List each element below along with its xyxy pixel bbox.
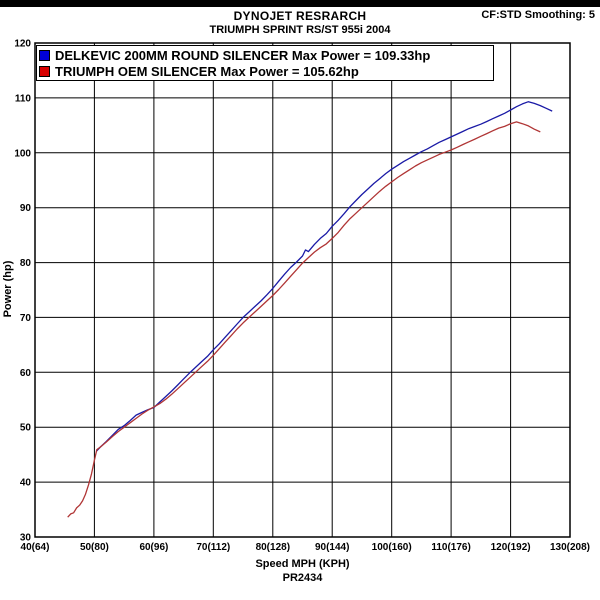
legend-item-delkevic: DELKEVIC 200MM ROUND SILENCER Max Power … (39, 47, 491, 63)
y-axis-title: Power (hp) (2, 260, 14, 318)
x-axis-title: Speed MPH (KPH) (255, 558, 350, 570)
x-tick-label: 110(176) (431, 542, 470, 553)
y-tick-label: 80 (20, 258, 32, 269)
x-tick-label: 40(64) (21, 542, 50, 553)
x-tick-label: 100(160) (372, 542, 412, 553)
chart-legend: DELKEVIC 200MM ROUND SILENCER Max Power … (36, 45, 494, 81)
x-tick-label: 130(208) (550, 542, 590, 553)
y-tick-label: 30 (20, 533, 32, 544)
y-tick-label: 120 (14, 39, 31, 50)
y-tick-label: 70 (20, 313, 32, 324)
report-brand: DYNOJET RESRARCH (233, 9, 367, 23)
report-subtitle: TRIUMPH SPRINT RS/ST 955i 2004 (209, 24, 391, 36)
delkevic-series-swatch (39, 49, 50, 61)
x-tick-label: 70(112) (196, 542, 230, 553)
x-tick-label: 120(192) (491, 542, 531, 553)
y-tick-label: 50 (20, 423, 32, 434)
y-tick-label: 110 (15, 93, 32, 104)
plot-frame (34, 42, 571, 538)
run-code: PR2434 (282, 572, 323, 584)
oem-power-curve (67, 121, 541, 518)
y-tick-label: 100 (14, 148, 31, 159)
x-tick-label: 60(96) (139, 542, 168, 553)
y-tick-label: 40 (20, 478, 32, 489)
x-tick-label: 90(144) (315, 542, 349, 553)
y-tick-label: 60 (20, 368, 32, 379)
oem-legend-label: TRIUMPH OEM SILENCER Max Power = 105.62h… (55, 63, 359, 79)
x-tick-label: 50(80) (80, 542, 109, 553)
smoothing-info: CF:STD Smoothing: 5 (481, 9, 595, 21)
delkevic-power-curve (95, 101, 553, 452)
top-border-bar (0, 0, 600, 7)
oem-series-swatch (39, 65, 50, 77)
delkevic-legend-label: DELKEVIC 200MM ROUND SILENCER Max Power … (55, 47, 431, 63)
y-tick-label: 90 (20, 203, 32, 214)
legend-item-oem: TRIUMPH OEM SILENCER Max Power = 105.62h… (39, 63, 491, 79)
x-tick-label: 80(128) (256, 542, 290, 553)
